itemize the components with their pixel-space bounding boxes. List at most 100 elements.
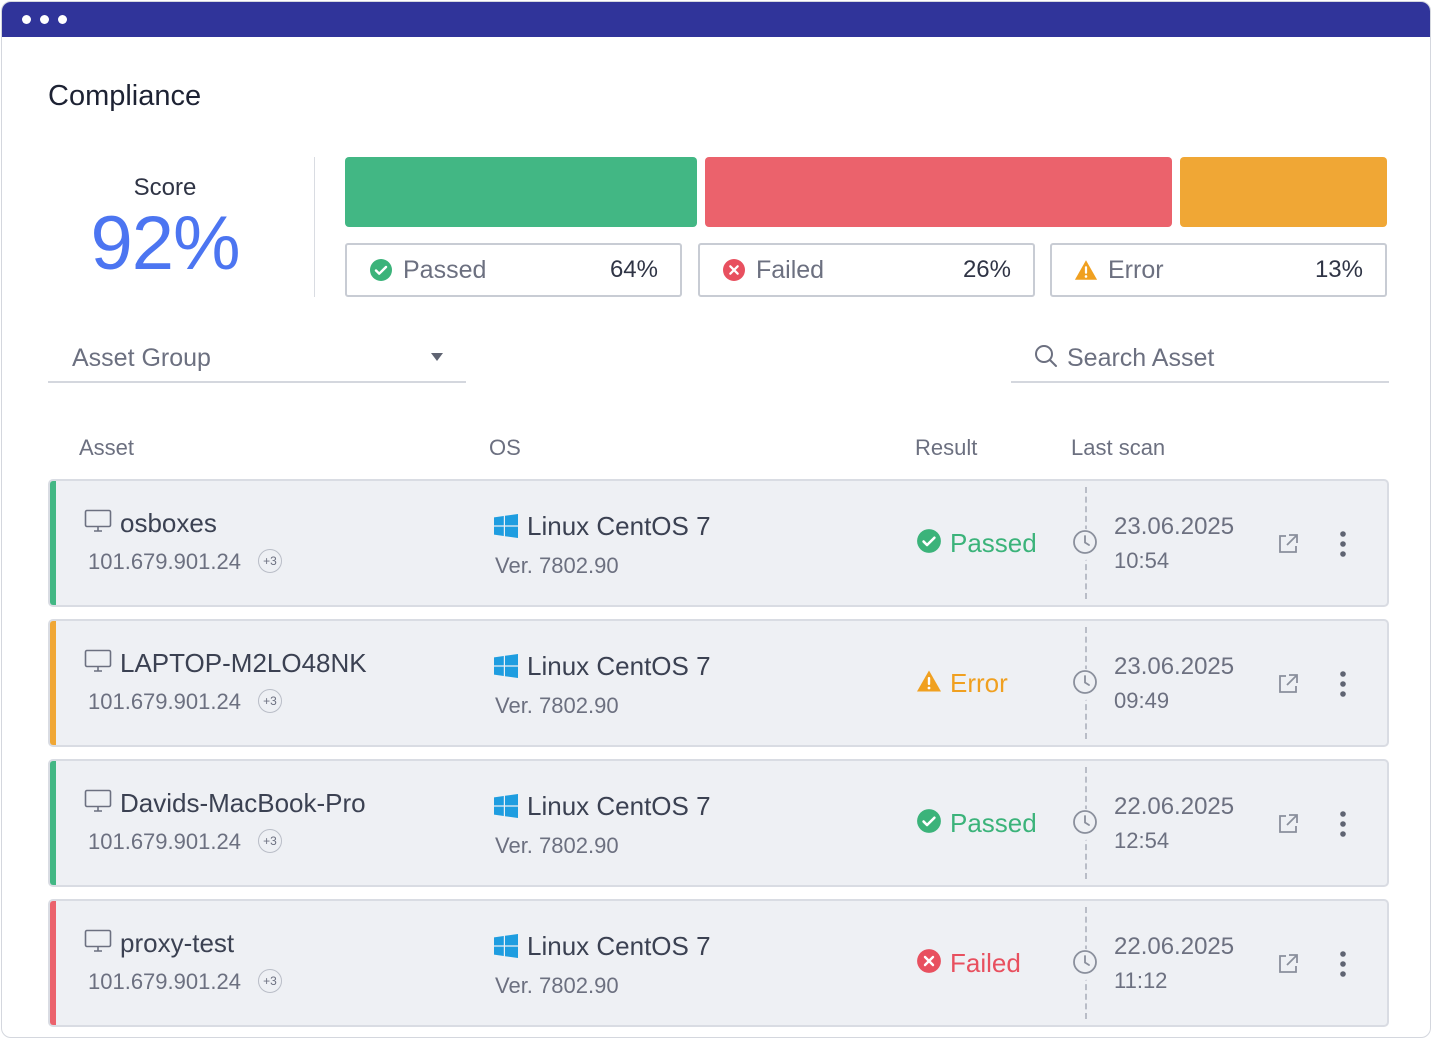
clock-icon xyxy=(1072,669,1098,700)
check-circle-icon xyxy=(369,258,393,282)
status-stripe xyxy=(50,761,56,885)
result-badge: Passed xyxy=(916,528,1037,559)
score-value: 92% xyxy=(90,201,240,286)
asset-group-label: Asset Group xyxy=(72,343,211,372)
windows-logo-icon xyxy=(494,514,518,543)
asset-name[interactable]: LAPTOP-M2LO48NK xyxy=(120,648,367,678)
scan-time: 11:12 xyxy=(1114,968,1168,993)
os-name: Linux CentOS 7 xyxy=(527,931,711,961)
asset-ip: 101.679.901.24 xyxy=(88,689,241,714)
legend-label: Passed xyxy=(403,255,487,284)
result-text: Passed xyxy=(950,528,1037,558)
os-name: Linux CentOS 7 xyxy=(527,651,711,681)
windows-logo-icon xyxy=(494,934,518,963)
more-options-icon[interactable] xyxy=(1335,809,1351,844)
asset-name[interactable]: osboxes xyxy=(120,508,217,538)
clock-icon xyxy=(1072,809,1098,840)
status-stripe xyxy=(50,621,56,745)
column-header-result[interactable]: Result xyxy=(915,435,978,460)
caret-down-icon xyxy=(430,349,444,367)
warning-triangle-icon xyxy=(1074,258,1098,282)
score-label: Score xyxy=(133,174,197,201)
os-version: Ver. 7802.90 xyxy=(495,693,619,718)
monitor-icon xyxy=(84,789,112,818)
monitor-icon xyxy=(84,649,112,678)
more-options-icon[interactable] xyxy=(1335,669,1351,704)
external-link-icon[interactable] xyxy=(1275,951,1301,982)
search-icon xyxy=(1033,343,1059,374)
failed-bar xyxy=(705,157,1172,227)
legend-value: 26% xyxy=(962,256,1011,283)
passed-bar xyxy=(345,157,697,227)
more-options-icon[interactable] xyxy=(1335,529,1351,564)
os-name: Linux CentOS 7 xyxy=(527,511,711,541)
table-row[interactable]: proxy-test 101.679.901.24 +3 Linux CentO… xyxy=(48,899,1389,1027)
result-text: Passed xyxy=(950,808,1037,838)
table-row[interactable]: osboxes 101.679.901.24 +3 Linux CentOS 7… xyxy=(48,479,1389,607)
result-badge: Failed xyxy=(916,948,1021,979)
os-version: Ver. 7802.90 xyxy=(495,553,619,578)
title-bar xyxy=(2,2,1430,37)
status-stripe xyxy=(50,901,56,1025)
windows-logo-icon xyxy=(494,654,518,683)
window-dot-icon xyxy=(22,15,31,24)
table-row[interactable]: Davids-MacBook-Pro 101.679.901.24 +3 Lin… xyxy=(48,759,1389,887)
table-row[interactable]: LAPTOP-M2LO48NK 101.679.901.24 +3 Linux … xyxy=(48,619,1389,747)
column-header-os[interactable]: OS xyxy=(489,435,521,460)
scan-date: 23.06.2025 xyxy=(1114,653,1235,680)
os-version: Ver. 7802.90 xyxy=(495,973,619,998)
x-circle-icon xyxy=(916,948,942,979)
result-badge: Error xyxy=(916,668,1008,699)
legend-value: 64% xyxy=(609,256,658,283)
more-options-icon[interactable] xyxy=(1335,949,1351,984)
legend-label: Failed xyxy=(756,255,825,284)
legend-label: Error xyxy=(1108,255,1164,284)
check-circle-icon xyxy=(916,528,942,559)
asset-ip: 101.679.901.24 xyxy=(88,829,241,854)
search-placeholder: Search Asset xyxy=(1067,343,1215,372)
asset-name[interactable]: Davids-MacBook-Pro xyxy=(120,788,366,818)
legend-passed[interactable]: Passed 64% xyxy=(345,243,682,297)
monitor-icon xyxy=(84,929,112,958)
scan-time: 09:49 xyxy=(1114,688,1170,713)
check-circle-icon xyxy=(916,808,942,839)
legend-value: 13% xyxy=(1314,256,1363,283)
scan-date: 23.06.2025 xyxy=(1114,513,1235,540)
error-bar xyxy=(1180,157,1387,227)
external-link-icon[interactable] xyxy=(1275,671,1301,702)
os-version: Ver. 7802.90 xyxy=(495,833,619,858)
column-header-asset[interactable]: Asset xyxy=(79,435,135,460)
scan-time: 10:54 xyxy=(1114,548,1170,573)
search-input[interactable]: Search Asset xyxy=(1011,335,1389,383)
os-name: Linux CentOS 7 xyxy=(527,791,711,821)
extra-ips-badge[interactable]: +3 xyxy=(258,829,282,853)
status-stripe xyxy=(50,481,56,605)
windows-logo-icon xyxy=(494,794,518,823)
asset-name[interactable]: proxy-test xyxy=(120,928,235,958)
page-title: Compliance xyxy=(48,80,202,112)
divider xyxy=(314,157,315,297)
column-header-last-scan[interactable]: Last scan xyxy=(1071,435,1166,460)
external-link-icon[interactable] xyxy=(1275,531,1301,562)
extra-ips-badge[interactable]: +3 xyxy=(258,969,282,993)
scan-date: 22.06.2025 xyxy=(1114,793,1235,820)
x-circle-icon xyxy=(722,258,746,282)
result-text: Failed xyxy=(950,948,1021,978)
scan-time: 12:54 xyxy=(1114,828,1170,853)
extra-ips-badge[interactable]: +3 xyxy=(258,689,282,713)
window-dot-icon xyxy=(40,15,49,24)
asset-group-select[interactable]: Asset Group xyxy=(48,335,466,383)
asset-ip: 101.679.901.24 xyxy=(88,969,241,994)
result-text: Error xyxy=(950,668,1008,698)
extra-ips-badge[interactable]: +3 xyxy=(258,549,282,573)
legend-error[interactable]: Error 13% xyxy=(1050,243,1387,297)
legend-failed[interactable]: Failed 26% xyxy=(698,243,1035,297)
clock-icon xyxy=(1072,949,1098,980)
asset-ip: 101.679.901.24 xyxy=(88,549,241,574)
external-link-icon[interactable] xyxy=(1275,811,1301,842)
window-dot-icon xyxy=(58,15,67,24)
warning-triangle-icon xyxy=(916,669,942,698)
clock-icon xyxy=(1072,529,1098,560)
result-badge: Passed xyxy=(916,808,1037,839)
